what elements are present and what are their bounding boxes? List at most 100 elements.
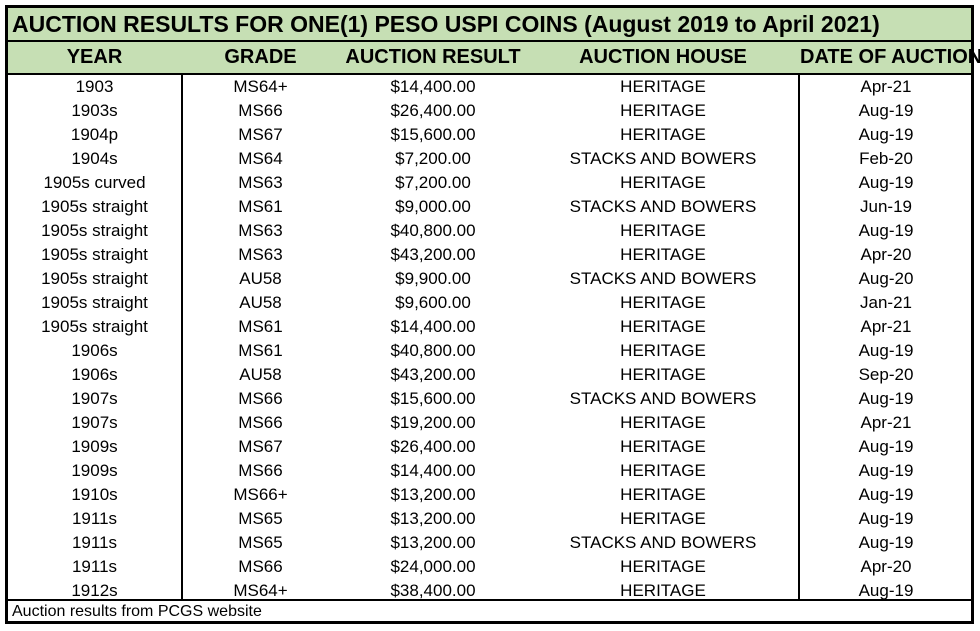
date-of-auction-cell: Aug-19 [858, 173, 914, 192]
auction-result-cell: $13,200.00 [390, 509, 476, 528]
year-cell: 1911s [71, 509, 118, 528]
auction-house-cell: HERITAGE [620, 509, 706, 528]
date-of-auction-cell: Jun-19 [860, 197, 912, 216]
date-of-auction-cell: Apr-20 [860, 245, 912, 264]
grade-cell: MS66+ [233, 485, 288, 504]
auction-house-cell: HERITAGE [620, 341, 706, 360]
year-cell: 1911s [71, 557, 118, 576]
auction-house-cell: STACKS AND BOWERS [569, 269, 757, 288]
auction-result-cell: $26,400.00 [390, 437, 476, 456]
table-title: AUCTION RESULTS FOR ONE(1) PESO USPI COI… [8, 8, 971, 42]
auction-result-cell: $19,200.00 [390, 413, 476, 432]
year-cell: 1904p [70, 125, 119, 144]
date-of-auction-cell: Aug-19 [858, 221, 914, 240]
year-column: 1903 1903s 1904p 1904s 1905s curved 1905s str… [8, 75, 181, 603]
auction-result-cell: $13,200.00 [390, 485, 476, 504]
year-cell: 1905s curved [43, 173, 146, 192]
date-of-auction-cell: Apr-21 [860, 413, 912, 432]
table-footnote: Auction results from PCGS website [8, 599, 971, 625]
grade-cell: MS67 [238, 437, 283, 456]
grade-cell: MS65 [238, 533, 283, 552]
auction-house-column: HERITAGE HERITAGE HERITAGE STACKS AND BOWER… [528, 75, 798, 603]
auction-result-cell: $40,800.00 [390, 221, 476, 240]
auction-house-cell: HERITAGE [620, 485, 706, 504]
grade-cell: MS66 [238, 413, 283, 432]
grade-cell: MS66 [238, 461, 283, 480]
column-divider [798, 75, 800, 599]
grade-cell: MS64+ [233, 77, 288, 96]
grade-cell: MS63 [238, 221, 283, 240]
date-of-auction-cell: Apr-21 [860, 77, 912, 96]
column-header-year: YEAR [66, 46, 123, 68]
grade-cell: MS65 [238, 509, 283, 528]
auction-result-cell: $7,200.00 [395, 173, 471, 192]
grade-cell: MS61 [238, 341, 283, 360]
auction-house-cell: HERITAGE [620, 101, 706, 120]
auction-result-cell: $9,600.00 [395, 293, 471, 312]
auction-result-cell: $7,200.00 [395, 149, 471, 168]
year-cell: 1903 [75, 77, 114, 96]
column-header-row: YEAR GRADE AUCTION RESULT AUCTION HOUSE … [8, 42, 980, 75]
date-of-auction-cell: Aug-19 [858, 437, 914, 456]
year-cell: 1905s straight [41, 293, 148, 312]
year-cell: 1909s [71, 461, 118, 480]
grade-cell: MS63 [238, 173, 283, 192]
date-of-auction-cell: Aug-19 [858, 581, 914, 600]
auction-result-cell: $9,900.00 [395, 269, 471, 288]
auction-house-cell: HERITAGE [620, 317, 706, 336]
auction-result-cell: $13,200.00 [390, 533, 476, 552]
year-cell: 1903s [71, 101, 118, 120]
auction-house-cell: HERITAGE [620, 221, 706, 240]
auction-result-cell: $38,400.00 [390, 581, 476, 600]
grade-cell: MS66 [238, 389, 283, 408]
auction-result-column: $14,400.00 $26,400.00 $15,600.00 $7,200.00 $… [338, 75, 528, 603]
auction-house-cell: STACKS AND BOWERS [569, 389, 757, 408]
date-of-auction-cell: Sep-20 [858, 365, 914, 384]
auction-house-cell: HERITAGE [620, 173, 706, 192]
auction-house-cell: HERITAGE [620, 365, 706, 384]
column-header-date-of-auction: DATE OF AUCTION [800, 46, 980, 68]
date-of-auction-cell: Jan-21 [860, 293, 912, 312]
column-header-auction-result: AUCTION RESULT [345, 46, 521, 68]
auction-house-cell: HERITAGE [620, 413, 706, 432]
auction-house-cell: STACKS AND BOWERS [569, 533, 757, 552]
year-cell: 1906s [71, 341, 118, 360]
date-of-auction-cell: Aug-20 [858, 269, 914, 288]
grade-cell: MS66 [238, 101, 283, 120]
column-header-grade: GRADE [224, 46, 297, 68]
auction-house-cell: HERITAGE [620, 437, 706, 456]
year-cell: 1905s straight [41, 197, 148, 216]
column-divider [181, 75, 183, 599]
auction-house-cell: HERITAGE [620, 245, 706, 264]
auction-house-cell: HERITAGE [620, 293, 706, 312]
auction-house-cell: HERITAGE [620, 77, 706, 96]
date-of-auction-cell: Aug-19 [858, 341, 914, 360]
auction-result-cell: $43,200.00 [390, 245, 476, 264]
year-cell: 1905s straight [41, 269, 148, 288]
auction-result-cell: $26,400.00 [390, 101, 476, 120]
year-cell: 1905s straight [41, 317, 148, 336]
date-of-auction-column: Apr-21 Aug-19 Aug-19 Feb-20 Aug-19 Jun-19 Aug-… [800, 75, 972, 603]
year-cell: 1905s straight [41, 245, 148, 264]
grade-cell: AU58 [239, 293, 282, 312]
auction-house-cell: HERITAGE [620, 581, 706, 600]
grade-cell: MS66 [238, 557, 283, 576]
auction-house-cell: STACKS AND BOWERS [569, 149, 757, 168]
date-of-auction-cell: Feb-20 [859, 149, 913, 168]
table-body: 1903 1903s 1904p 1904s 1905s curved 1905s str… [8, 75, 971, 600]
grade-cell: MS67 [238, 125, 283, 144]
date-of-auction-cell: Apr-21 [860, 317, 912, 336]
grade-cell: MS64+ [233, 581, 288, 600]
year-cell: 1909s [71, 437, 118, 456]
grade-cell: AU58 [239, 269, 282, 288]
auction-house-cell: HERITAGE [620, 125, 706, 144]
year-cell: 1906s [71, 365, 118, 384]
column-header-auction-house: AUCTION HOUSE [579, 46, 747, 68]
year-cell: 1907s [71, 413, 118, 432]
auction-result-cell: $40,800.00 [390, 341, 476, 360]
auction-result-cell: $43,200.00 [390, 365, 476, 384]
date-of-auction-cell: Aug-19 [858, 125, 914, 144]
auction-result-cell: $14,400.00 [390, 461, 476, 480]
date-of-auction-cell: Aug-19 [858, 461, 914, 480]
date-of-auction-cell: Aug-19 [858, 533, 914, 552]
